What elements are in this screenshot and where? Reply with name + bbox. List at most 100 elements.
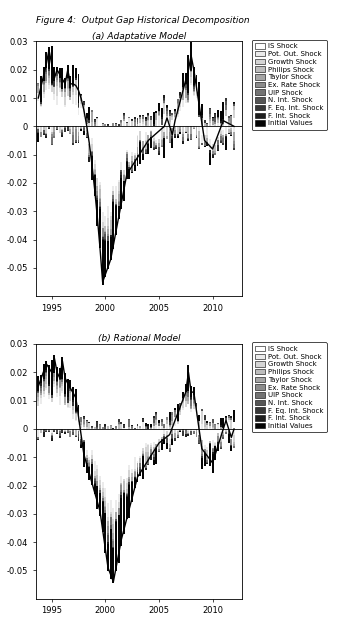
- Bar: [163, 101, 165, 103]
- Bar: [211, 126, 214, 144]
- Bar: [40, 390, 42, 393]
- Bar: [150, 447, 152, 448]
- Bar: [233, 141, 235, 144]
- Bar: [129, 419, 130, 420]
- Bar: [220, 134, 221, 136]
- Bar: [147, 464, 149, 465]
- Bar: [134, 429, 136, 457]
- Bar: [201, 120, 203, 124]
- Bar: [195, 416, 198, 429]
- Bar: [153, 147, 155, 148]
- Bar: [88, 107, 90, 120]
- Bar: [80, 129, 82, 131]
- Bar: [211, 121, 214, 125]
- Bar: [225, 105, 227, 110]
- Bar: [150, 126, 152, 129]
- Bar: [126, 159, 128, 161]
- Bar: [139, 469, 141, 472]
- Bar: [137, 136, 138, 147]
- Bar: [209, 423, 211, 426]
- Bar: [69, 408, 72, 429]
- Bar: [153, 460, 155, 465]
- Bar: [102, 239, 104, 240]
- Bar: [67, 78, 69, 79]
- Bar: [88, 126, 90, 144]
- Bar: [40, 104, 42, 105]
- Bar: [75, 129, 77, 140]
- Bar: [129, 479, 130, 482]
- Bar: [195, 136, 198, 138]
- Bar: [99, 480, 101, 485]
- Bar: [96, 119, 98, 126]
- Bar: [83, 440, 85, 441]
- Bar: [37, 429, 39, 437]
- Bar: [104, 240, 106, 241]
- Bar: [201, 126, 203, 135]
- Bar: [204, 420, 205, 427]
- Bar: [220, 429, 221, 432]
- Bar: [174, 134, 176, 136]
- Bar: [182, 410, 184, 429]
- Bar: [72, 429, 74, 430]
- Bar: [59, 88, 61, 92]
- Bar: [120, 495, 122, 497]
- Bar: [174, 111, 176, 112]
- Bar: [228, 129, 230, 132]
- Bar: [169, 111, 171, 113]
- Bar: [145, 132, 147, 140]
- Bar: [155, 140, 157, 143]
- Bar: [211, 117, 214, 118]
- Bar: [147, 144, 149, 154]
- Bar: [115, 202, 117, 204]
- Bar: [131, 426, 133, 428]
- Bar: [185, 384, 187, 392]
- Bar: [88, 422, 90, 423]
- Bar: [220, 447, 221, 448]
- Bar: [201, 115, 203, 118]
- Bar: [67, 130, 69, 131]
- Bar: [139, 426, 141, 429]
- Bar: [193, 395, 195, 399]
- Bar: [45, 376, 47, 379]
- Bar: [225, 421, 227, 422]
- Bar: [142, 418, 144, 419]
- Bar: [72, 419, 74, 429]
- Bar: [112, 186, 114, 191]
- Bar: [83, 128, 85, 131]
- Bar: [145, 149, 147, 150]
- Bar: [64, 397, 66, 403]
- Bar: [88, 157, 90, 162]
- Bar: [62, 132, 63, 135]
- Bar: [233, 126, 235, 132]
- Bar: [78, 439, 79, 441]
- Bar: [161, 441, 163, 443]
- Bar: [193, 127, 195, 129]
- Bar: [80, 436, 82, 439]
- Bar: [53, 377, 55, 380]
- Bar: [112, 539, 114, 541]
- Bar: [198, 440, 200, 443]
- Bar: [59, 368, 61, 379]
- Bar: [177, 117, 179, 126]
- Bar: [126, 154, 128, 159]
- Bar: [145, 468, 147, 470]
- Bar: [206, 462, 208, 464]
- Bar: [85, 462, 88, 465]
- Bar: [96, 117, 98, 118]
- Bar: [166, 120, 168, 126]
- Bar: [225, 110, 227, 115]
- Bar: [69, 126, 72, 129]
- Bar: [104, 225, 106, 231]
- Bar: [137, 466, 138, 468]
- Bar: [169, 426, 171, 427]
- Bar: [43, 94, 44, 98]
- Bar: [102, 222, 104, 227]
- Bar: [48, 71, 50, 75]
- Bar: [228, 116, 230, 117]
- Bar: [177, 103, 179, 104]
- Bar: [198, 146, 200, 147]
- Bar: [201, 456, 203, 458]
- Bar: [171, 113, 173, 115]
- Bar: [78, 103, 79, 106]
- Bar: [198, 131, 200, 138]
